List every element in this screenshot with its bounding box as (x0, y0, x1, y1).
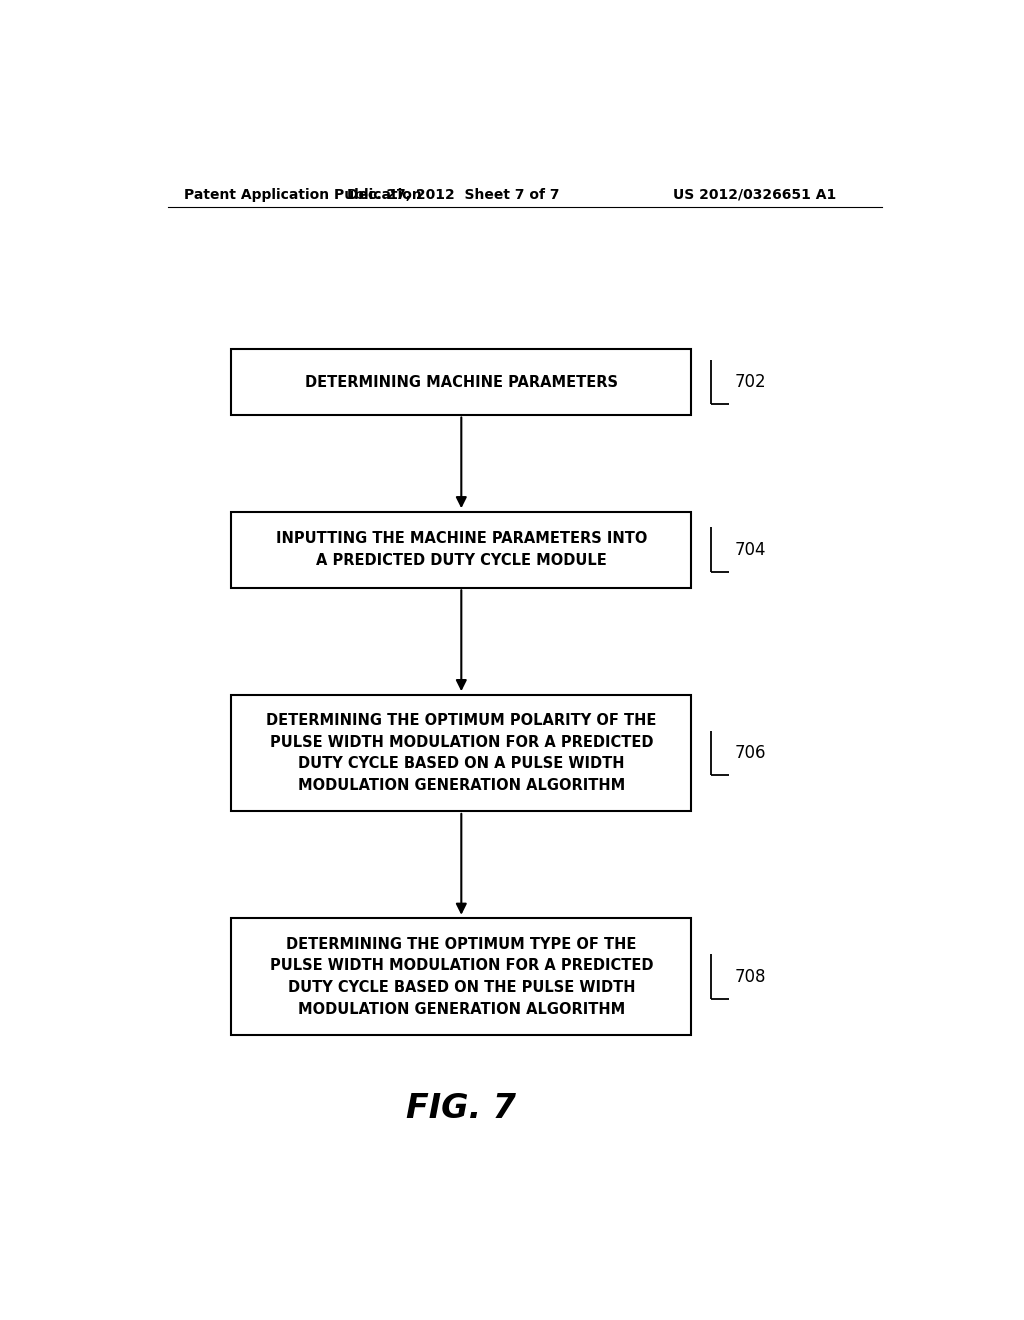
Text: Patent Application Publication: Patent Application Publication (183, 187, 421, 202)
Text: 708: 708 (735, 968, 767, 986)
Bar (231, 694, 691, 812)
Text: FIG. 7: FIG. 7 (407, 1092, 516, 1125)
Text: 704: 704 (735, 541, 767, 558)
Text: DETERMINING THE OPTIMUM TYPE OF THE
PULSE WIDTH MODULATION FOR A PREDICTED
DUTY : DETERMINING THE OPTIMUM TYPE OF THE PULS… (269, 937, 653, 1016)
Bar (231, 512, 691, 587)
Text: 706: 706 (735, 744, 767, 762)
Bar (231, 919, 691, 1035)
Text: DETERMINING THE OPTIMUM POLARITY OF THE
PULSE WIDTH MODULATION FOR A PREDICTED
D: DETERMINING THE OPTIMUM POLARITY OF THE … (266, 713, 656, 793)
Text: INPUTTING THE MACHINE PARAMETERS INTO
A PREDICTED DUTY CYCLE MODULE: INPUTTING THE MACHINE PARAMETERS INTO A … (275, 532, 647, 568)
Text: US 2012/0326651 A1: US 2012/0326651 A1 (674, 187, 837, 202)
Text: 702: 702 (735, 374, 767, 391)
Text: Dec. 27, 2012  Sheet 7 of 7: Dec. 27, 2012 Sheet 7 of 7 (347, 187, 560, 202)
Bar (231, 348, 691, 414)
Text: DETERMINING MACHINE PARAMETERS: DETERMINING MACHINE PARAMETERS (305, 375, 617, 389)
